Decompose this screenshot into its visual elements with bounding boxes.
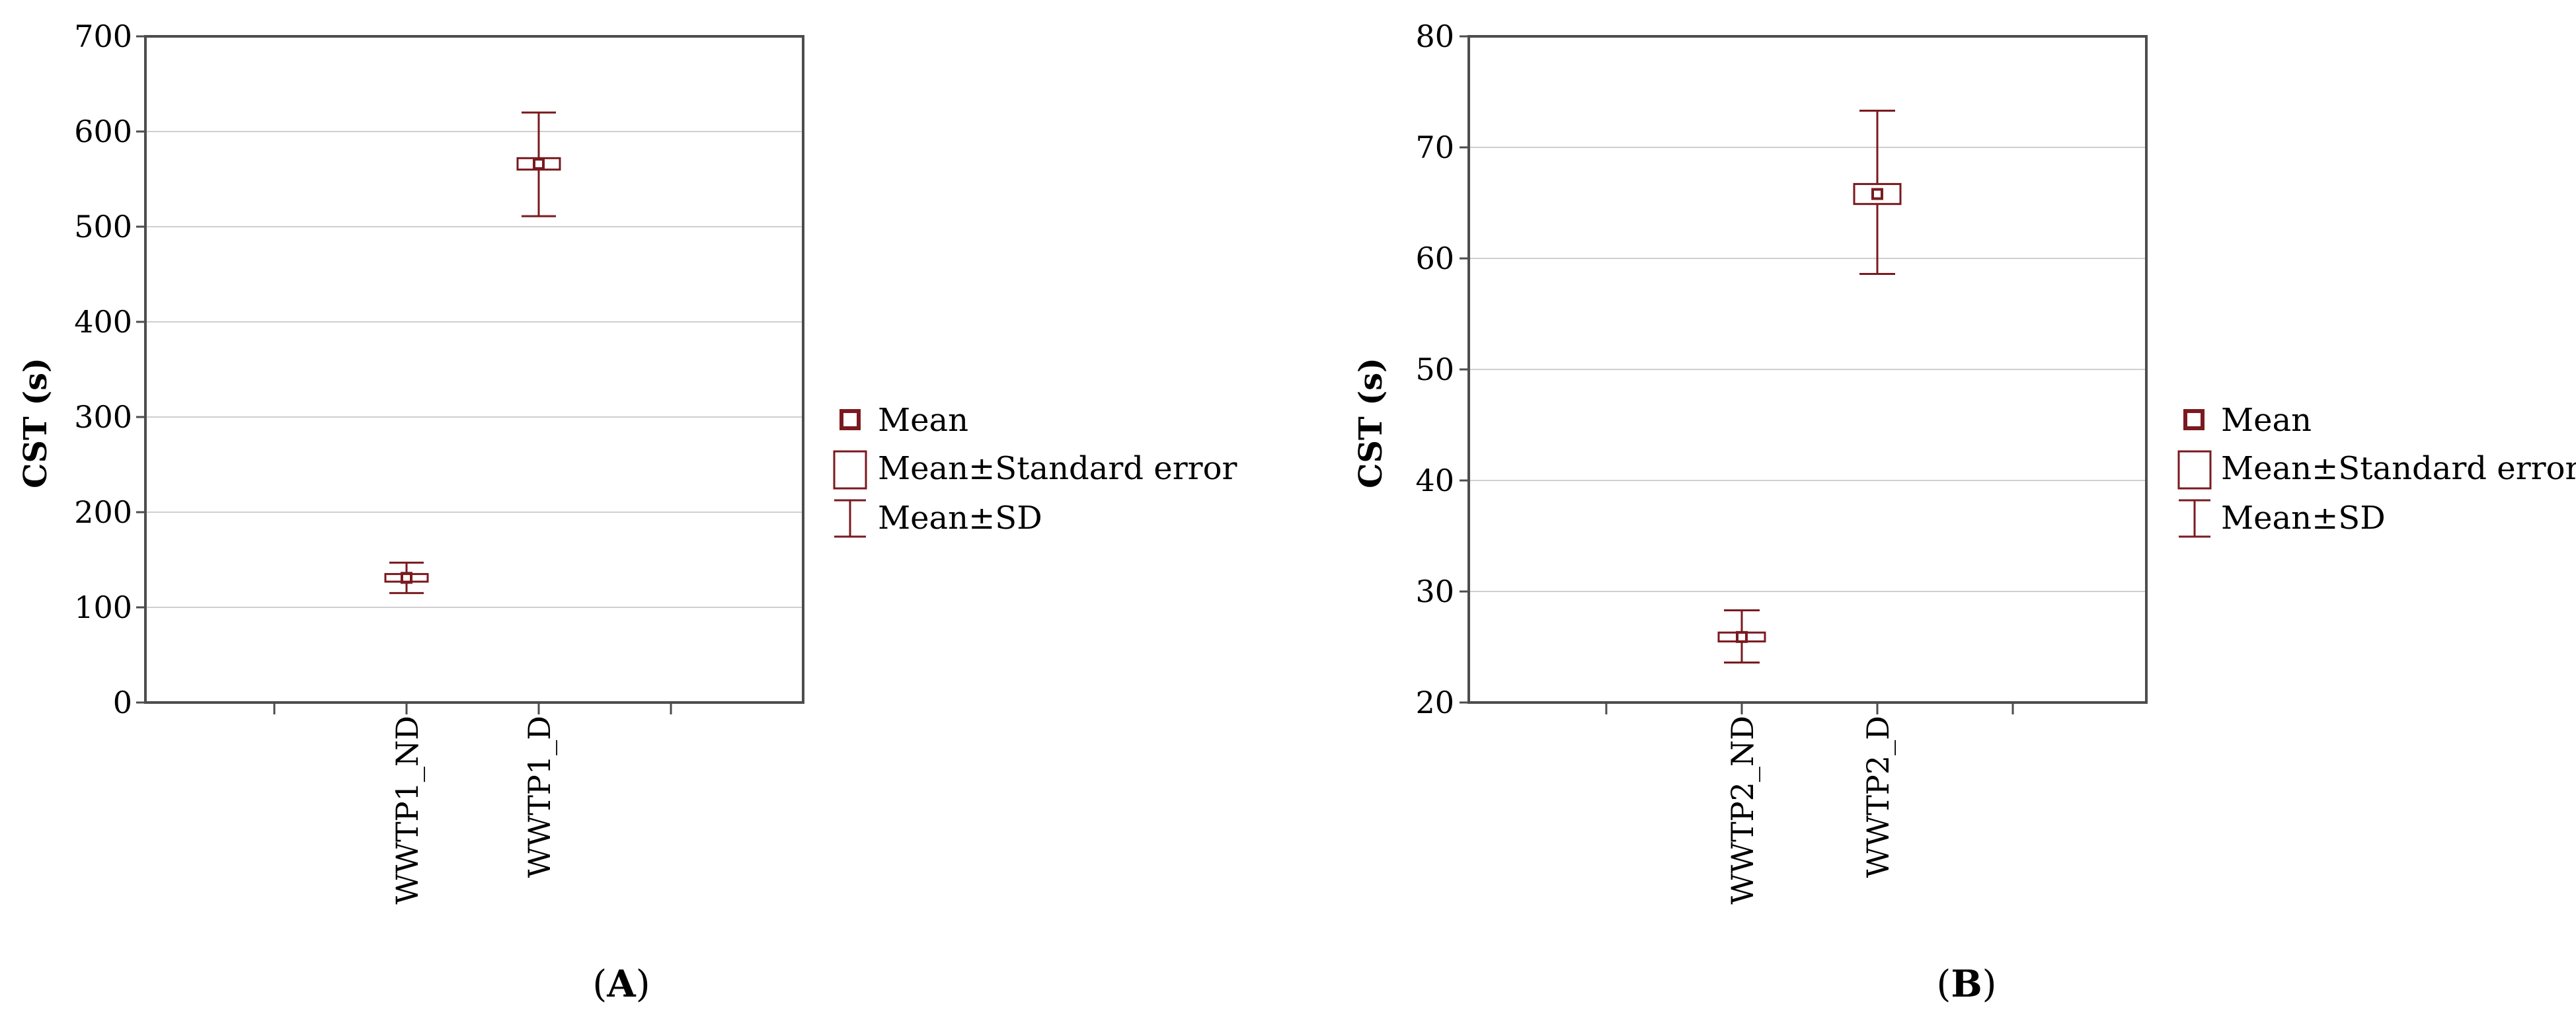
y-tick-label: 30: [1415, 574, 1454, 609]
x-ticks: [1605, 703, 2014, 714]
plot-frame: [144, 35, 804, 704]
y-tick-label: 70: [1415, 130, 1454, 165]
x-ticks: [273, 703, 672, 714]
y-tick-label: 300: [74, 399, 132, 435]
y-tick-label: 0: [113, 685, 132, 720]
legend-mean-marker: [839, 409, 861, 430]
gridlines: [145, 131, 803, 608]
y-tick-label: 60: [1415, 241, 1454, 276]
legend: Mean Mean±Standard error Mean±SD: [2177, 402, 2576, 538]
y-tick-label: 80: [1415, 19, 1454, 54]
y-axis-title: CST (s): [17, 358, 54, 488]
y-tick-label: 20: [1415, 685, 1454, 720]
y-tick-label: 400: [74, 304, 132, 340]
y-tick-label: 200: [74, 494, 132, 530]
legend-mean-label: Mean: [878, 402, 968, 439]
category-label: WWTP2_ND: [1725, 716, 1760, 905]
mean-marker: [401, 572, 412, 584]
y-tick-label: 100: [74, 590, 132, 625]
box-WWTP2_D: [1853, 110, 1902, 276]
legend-sd-marker: [834, 499, 866, 538]
legend-mean-label: Mean: [2221, 402, 2312, 439]
legend-mean-marker: [2183, 409, 2205, 430]
box-WWTP1_ND: [384, 561, 429, 594]
legend-sd-label: Mean±SD: [878, 500, 1042, 537]
gridlines: [1469, 147, 2146, 592]
box-WWTP2_ND: [1717, 609, 1766, 664]
legend-se-label: Mean±Standard error: [878, 450, 1237, 487]
panel-label: (B): [1936, 962, 1996, 1006]
y-tick-label: 500: [74, 209, 132, 245]
category-label: WWTP1_ND: [389, 716, 425, 905]
y-axis-title: CST (s): [1352, 358, 1389, 488]
box-WWTP1_D: [516, 111, 561, 217]
legend-se-marker: [833, 450, 867, 490]
legend: Mean Mean±Standard error Mean±SD: [833, 402, 1237, 538]
legend-se-marker: [2177, 450, 2212, 490]
y-tick-label: 40: [1415, 463, 1454, 498]
se-box: [1717, 631, 1766, 643]
panel-label: (A): [592, 962, 650, 1006]
mean-marker: [533, 157, 545, 170]
se-box: [384, 573, 429, 583]
legend-sd-label: Mean±SD: [2221, 500, 2386, 537]
mean-marker: [1871, 188, 1883, 200]
y-axis-ticks: 0 100 200 300 400 500 600 700: [74, 19, 145, 720]
data-marks: [1717, 110, 1902, 664]
legend-sd-marker: [2179, 499, 2210, 538]
y-tick-label: 600: [74, 114, 132, 149]
category-label: WWTP1_D: [522, 716, 557, 878]
legend-se-label: Mean±Standard error: [2221, 450, 2576, 487]
y-tick-label: 700: [74, 19, 132, 54]
y-tick-label: 50: [1415, 352, 1454, 387]
y-axis-ticks: 20 30 40 50 60 70 80: [1415, 19, 1469, 720]
category-label: WWTP2_D: [1860, 716, 1896, 878]
data-marks: [384, 111, 561, 594]
se-box: [1853, 182, 1902, 206]
mean-marker: [1736, 630, 1748, 643]
